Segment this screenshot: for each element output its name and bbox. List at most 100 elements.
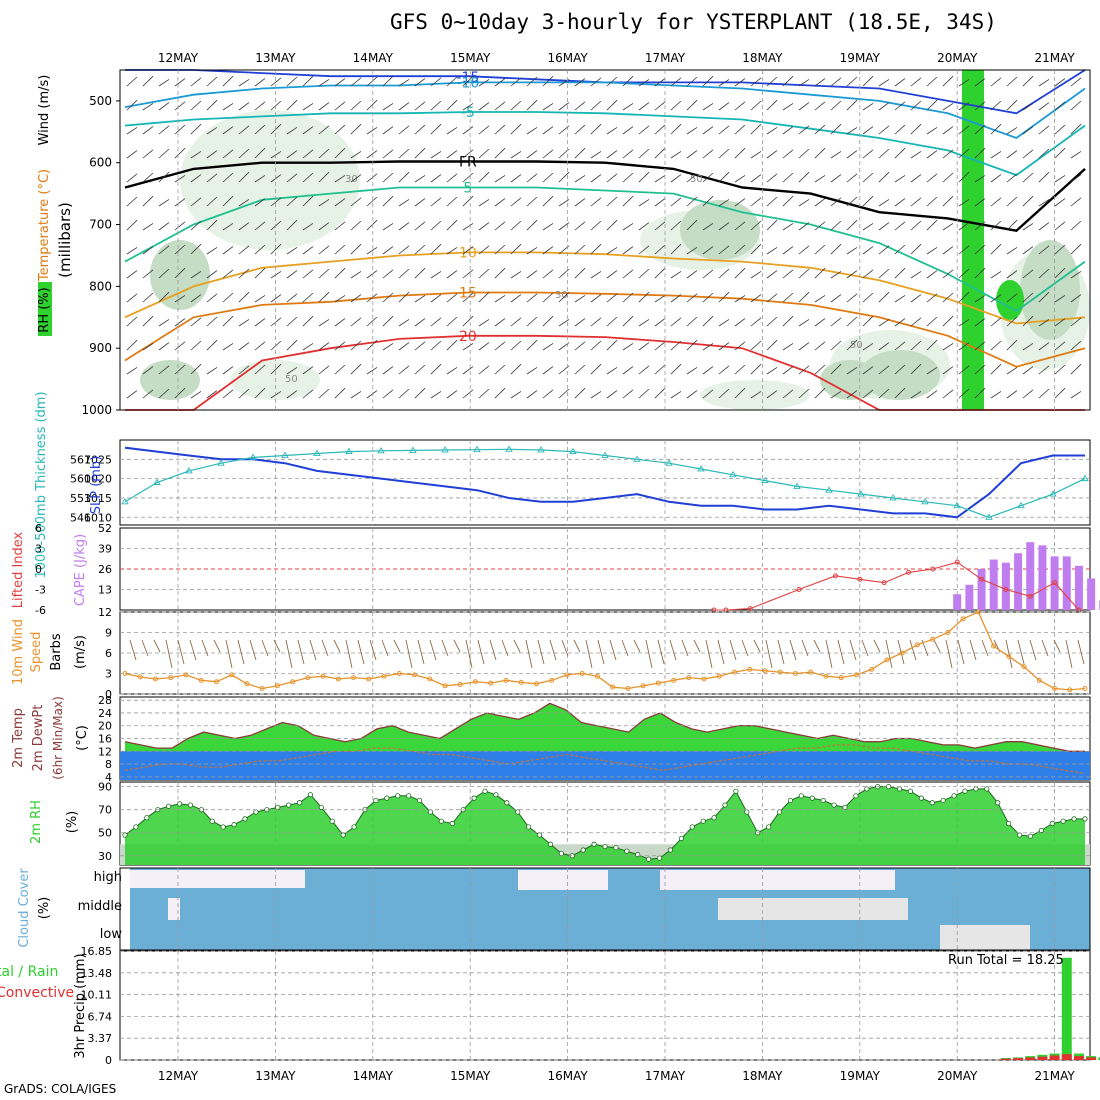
wind-barb — [238, 268, 250, 279]
wind-barb-10m — [153, 639, 161, 653]
wind-barb — [414, 124, 426, 135]
wind-barb — [654, 147, 666, 159]
wind-barb — [126, 76, 138, 87]
wind-barb — [670, 197, 682, 207]
wind-barb — [782, 126, 794, 135]
wind-barb — [366, 270, 378, 279]
cloud-clear-high — [660, 870, 895, 890]
wind-barb — [318, 79, 330, 87]
wind-barb — [654, 341, 666, 351]
wind-speed-marker — [320, 673, 326, 679]
cape-bar — [1038, 545, 1047, 610]
wind-barb — [222, 75, 234, 87]
wind-barb — [718, 268, 730, 279]
wind-barb — [990, 317, 1002, 327]
lifted-index-line — [713, 561, 1080, 611]
wind-barb — [414, 198, 426, 207]
x-tick-label-top: 19MAY — [840, 51, 881, 65]
li-tick-label: 3 — [35, 543, 42, 556]
wind-barb — [462, 195, 474, 207]
wind-barb — [334, 101, 346, 111]
cape-bar — [977, 569, 986, 610]
wind-barb — [974, 175, 986, 183]
wind-barb — [222, 126, 234, 135]
wind-barb — [542, 366, 554, 375]
wind-barb — [478, 365, 490, 375]
thickness-marker — [1049, 490, 1057, 497]
wind-barb — [910, 271, 922, 279]
chart-title: GFS 0~10day 3-hourly for YSTERPLANT (18.… — [390, 10, 997, 34]
wind-barb — [846, 99, 858, 111]
wind-barb — [1054, 221, 1066, 231]
wind-speed-marker — [335, 676, 341, 682]
wind-speed-marker — [808, 669, 814, 675]
wind-barb — [222, 223, 234, 231]
wind-barb-10m — [357, 639, 365, 665]
wind-barb — [366, 150, 378, 159]
wind-barb — [814, 387, 826, 399]
wind-barb — [270, 151, 282, 159]
wind-barb-10m — [537, 639, 545, 665]
wind-barb — [270, 294, 282, 303]
rh-marker — [776, 809, 783, 815]
wind-barb — [1070, 151, 1082, 159]
wind-barb — [654, 244, 666, 255]
wind-barb — [430, 271, 442, 279]
wind-barb — [830, 317, 842, 327]
wind-barb — [414, 244, 426, 255]
wind-barb — [430, 363, 442, 375]
wind-barb — [782, 343, 794, 351]
wind-barb — [990, 363, 1002, 375]
precip-convective-bar — [1013, 1058, 1024, 1060]
wind-barb — [494, 147, 506, 159]
wind-barb — [814, 147, 826, 159]
wind-barb — [174, 318, 186, 327]
wind-barb — [494, 221, 506, 231]
wind-barb — [830, 197, 842, 207]
wind-barb — [190, 391, 202, 399]
wind-barb — [942, 269, 954, 279]
wind-barb — [782, 75, 794, 87]
wind-barb — [686, 390, 698, 399]
wind-speed-marker — [1021, 664, 1027, 670]
wind-barb — [1006, 316, 1018, 327]
wind-barb-10m — [345, 639, 353, 669]
wind-barb — [174, 341, 186, 351]
wind-barb — [622, 126, 634, 135]
wind-barb — [350, 271, 362, 279]
wind-barb — [254, 387, 266, 399]
wind-barb — [910, 363, 922, 375]
wind-barb — [590, 294, 602, 303]
wind-barb — [766, 219, 778, 231]
wind-barb — [542, 315, 554, 327]
wind-barb — [702, 75, 714, 87]
wind-barb — [446, 76, 458, 87]
wind-barb — [590, 123, 602, 135]
wind-barb — [494, 101, 506, 111]
wind-barb — [1070, 100, 1082, 111]
thickness-marker — [249, 453, 257, 460]
wind-barb — [1022, 172, 1034, 183]
wind-barb — [286, 173, 298, 183]
wind-speed-marker — [305, 675, 311, 681]
x-tick-label-bottom: 21MAY — [1034, 1069, 1075, 1083]
temp-tick-label: 8 — [105, 758, 112, 771]
wind-barb — [574, 175, 586, 183]
lifted-index-marker — [857, 576, 863, 582]
wind-barb — [990, 197, 1002, 207]
wind-barb — [798, 102, 810, 111]
wind-barb — [558, 268, 570, 279]
wind-barb-10m — [573, 639, 581, 653]
wind-barb — [654, 221, 666, 231]
wind-barb — [558, 319, 570, 327]
wind-barb — [542, 389, 554, 399]
wind-barb — [926, 127, 938, 135]
rh-marker — [122, 832, 128, 838]
rh-marker — [220, 824, 226, 830]
wind-barb — [910, 123, 922, 135]
rh-shading — [1020, 240, 1080, 340]
upper-air-ylabel: (millibars) — [56, 202, 74, 278]
wind-barb — [1070, 363, 1082, 375]
thickness-marker — [697, 465, 705, 472]
wind-barb — [398, 342, 410, 351]
